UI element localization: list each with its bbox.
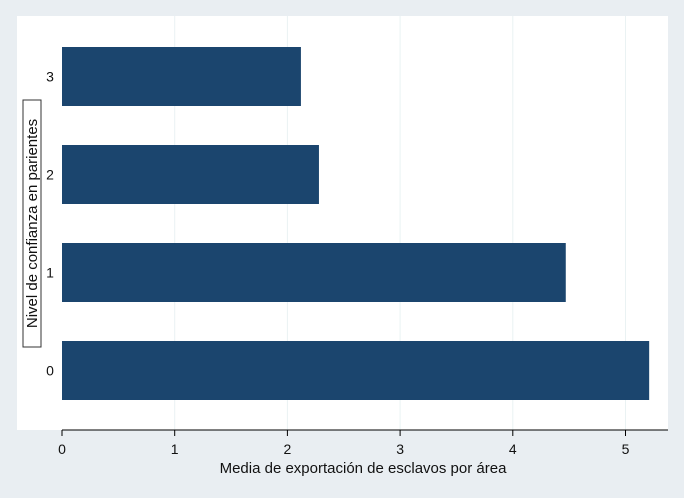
x-tick-label: 1 <box>171 441 179 457</box>
bar-1 <box>62 243 566 302</box>
x-tick-label: 3 <box>396 441 404 457</box>
bar-3 <box>62 47 301 106</box>
x-tick-label: 4 <box>509 441 517 457</box>
x-tick-label: 5 <box>622 441 630 457</box>
y-tick-label: 2 <box>46 167 54 183</box>
y-tick-label: 0 <box>46 363 54 379</box>
y-ticks: 3 2 1 0 <box>46 69 54 379</box>
bar-2 <box>62 145 319 204</box>
x-tick-label: 0 <box>58 441 66 457</box>
y-axis-title-box <box>22 99 42 348</box>
y-tick-label: 1 <box>46 265 54 281</box>
y-axis-title-group: Nivel de confianza en parientes <box>22 99 42 348</box>
x-axis-title: Media de exportación de esclavos por áre… <box>220 460 507 477</box>
x-tick-label: 2 <box>284 441 292 457</box>
bars <box>62 47 650 400</box>
y-axis-title: Nivel de confianza en parientes <box>24 119 41 328</box>
bar-0 <box>62 341 650 400</box>
x-ticks: 0 1 2 3 4 5 <box>58 430 630 457</box>
y-tick-label: 3 <box>46 69 54 85</box>
